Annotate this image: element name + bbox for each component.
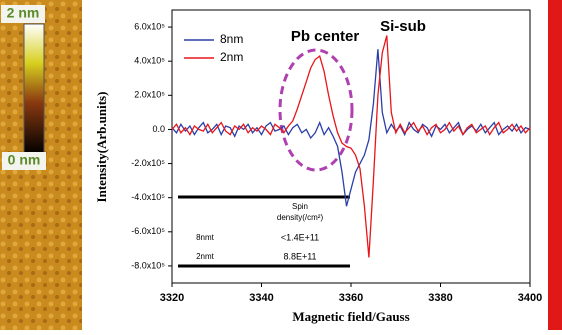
table-header: density(/cm²) bbox=[277, 213, 324, 222]
colorbar-bottom: 0 nm bbox=[8, 152, 41, 168]
annotation: Pb center bbox=[291, 28, 360, 45]
series-line bbox=[172, 36, 530, 258]
x-tick-label: 3360 bbox=[339, 292, 363, 304]
x-tick-label: 3400 bbox=[518, 292, 542, 304]
y-tick-label: 6.0x10⁵ bbox=[134, 21, 165, 31]
x-tick-label: 3380 bbox=[428, 292, 452, 304]
x-tick-label: 3320 bbox=[160, 292, 184, 304]
y-tick-label: -6.0x10⁵ bbox=[131, 226, 165, 236]
y-tick-label: 2.0x10⁵ bbox=[134, 90, 165, 100]
y-tick-label: 4.0x10⁵ bbox=[134, 56, 165, 66]
colorbar bbox=[24, 24, 44, 154]
table-cell: 8.8E+11 bbox=[283, 251, 316, 261]
legend-label: 8nm bbox=[220, 32, 243, 46]
side-bar bbox=[548, 0, 562, 330]
highlight-ellipse bbox=[280, 50, 352, 170]
y-tick-label: -2.0x10⁵ bbox=[131, 158, 165, 168]
colorbar-top: 2 nm bbox=[7, 5, 40, 21]
y-tick-label: 0.0 bbox=[152, 124, 165, 134]
y-tick-label: -4.0x10⁵ bbox=[131, 192, 165, 202]
table-cell: 8nmt bbox=[196, 233, 215, 242]
table-header: Spin bbox=[292, 202, 308, 211]
y-tick-label: -8.0x10⁵ bbox=[131, 260, 165, 270]
chart: 2 nm 0 nm Pb center Si-sub Spin density(… bbox=[0, 0, 562, 330]
table-cell: <1.4E+11 bbox=[281, 232, 319, 242]
annotation: Si-sub bbox=[380, 18, 426, 35]
x-tick-label: 3340 bbox=[249, 292, 273, 304]
legend-label: 2nm bbox=[220, 50, 243, 64]
x-axis-label: Magnetic field/Gauss bbox=[292, 309, 409, 324]
table-cell: 2nmt bbox=[196, 252, 215, 261]
y-axis-label: Intensity(Arb.units) bbox=[94, 92, 109, 203]
page: {"colorbar":{"top_label":"2 nm","bottom_… bbox=[0, 0, 562, 330]
